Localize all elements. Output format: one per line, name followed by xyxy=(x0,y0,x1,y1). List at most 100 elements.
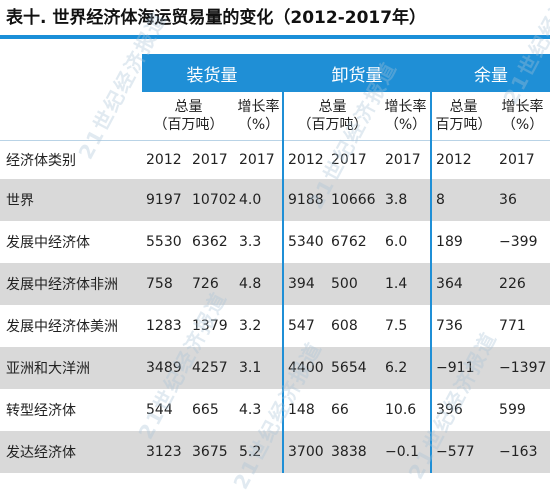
value-cell: 599 xyxy=(499,402,526,418)
row-label: 发展中经济体美洲 xyxy=(6,319,118,335)
corner-cell-2 xyxy=(0,92,142,141)
value-cell: 3123 xyxy=(142,431,188,473)
value-cell: 736 xyxy=(436,318,463,334)
value-cell: 5530 xyxy=(146,234,182,250)
value-cell: −0.1 xyxy=(381,431,433,473)
table-row: 世界 9197 10702 4.0 9188 10666 3.8 8 36 xyxy=(0,179,550,221)
value-cell: 9197 xyxy=(142,179,188,221)
value-cell: 8 xyxy=(431,179,496,221)
value-cell: −1397 xyxy=(495,347,550,389)
sub-balance-total: 总量 百万吨） xyxy=(431,92,496,141)
year-cell: 2017 xyxy=(331,152,367,168)
sub-label-line2: （百万吨） xyxy=(297,117,368,133)
value-cell: −399 xyxy=(499,234,538,250)
value-cell: 189 xyxy=(436,234,463,250)
value-cell: 6.2 xyxy=(381,347,433,389)
value-cell: 4.3 xyxy=(235,389,285,431)
value-cell: −911 xyxy=(431,347,496,389)
group-balance: 余量 xyxy=(431,54,550,92)
value-cell: 5340 xyxy=(288,234,324,250)
year-cell: 2012 xyxy=(288,152,324,168)
value-cell: 6762 xyxy=(331,234,367,250)
value-cell: 3.8 xyxy=(381,179,433,221)
value-cell: 3.1 xyxy=(235,347,285,389)
value-cell: 771 xyxy=(499,318,526,334)
year-cell: 2017 xyxy=(235,140,285,179)
value-cell: −577 xyxy=(431,431,496,473)
value-cell: 500 xyxy=(327,263,382,305)
sub-label-line2: （%） xyxy=(384,117,427,133)
year-cell: 2012 xyxy=(436,152,472,168)
value-cell: 396 xyxy=(436,402,463,418)
table-title: 表十. 世界经济体海运贸易量的变化（2012-2017年） xyxy=(6,8,427,28)
value-cell: 66 xyxy=(331,402,349,418)
value-cell: 10.6 xyxy=(381,389,433,431)
sub-label-line1: 增长率 xyxy=(384,99,427,115)
group-header-row: 装货量 卸货量 余量 xyxy=(0,54,550,92)
table-row: 亚洲和大洋洲 3489 4257 3.1 4400 5654 6.2 −911 −1397 xyxy=(0,347,550,389)
value-cell: 1283 xyxy=(146,318,182,334)
value-cell: 4257 xyxy=(188,347,235,389)
value-cell: 1379 xyxy=(192,318,228,334)
value-cell: 608 xyxy=(331,318,358,334)
sub-label-line2: （%） xyxy=(237,117,280,133)
sub-label-line1: 总量 xyxy=(449,99,478,115)
value-cell: 10702 xyxy=(188,179,237,221)
year-cell: 2012 xyxy=(146,152,182,168)
value-cell: 148 xyxy=(288,402,315,418)
value-cell: 665 xyxy=(192,402,219,418)
table-body: 世界 9197 10702 4.0 9188 10666 3.8 8 36 发展中经济体 5530 6… xyxy=(0,179,550,473)
value-cell: 10666 xyxy=(327,179,382,221)
row-header-label: 经济体类别 xyxy=(6,153,76,169)
group-loading: 装货量 xyxy=(142,54,285,92)
value-cell: 3838 xyxy=(327,431,382,473)
table-row: 转型经济体 544 665 4.3 148 66 10.6 396 599 xyxy=(0,389,550,431)
sub-label-line1: 总量 xyxy=(318,99,347,115)
value-cell: 394 xyxy=(283,263,328,305)
value-cell: 5654 xyxy=(327,347,382,389)
value-cell: 3675 xyxy=(188,431,235,473)
value-cell: 3.3 xyxy=(235,221,285,263)
sub-label-line2: 百万吨） xyxy=(435,117,492,133)
row-label: 发展中经济体非洲 xyxy=(0,263,142,305)
value-cell: 544 xyxy=(146,402,173,418)
value-cell: 758 xyxy=(142,263,188,305)
value-cell: 3.2 xyxy=(235,305,285,347)
table-row: 发展中经济体非洲 758 726 4.8 394 500 1.4 364 226 xyxy=(0,263,550,305)
row-label: 世界 xyxy=(0,179,142,221)
trade-volume-table: 装货量 卸货量 余量 总量 （百万吨） 增长率 （%） 总量 （百万吨） xyxy=(0,54,550,473)
value-cell: 726 xyxy=(188,263,235,305)
row-label: 发展中经济体 xyxy=(6,235,90,251)
sub-label-line2: （%） xyxy=(501,117,544,133)
value-cell: 6362 xyxy=(192,234,228,250)
table-row: 发展中经济体美洲 1283 1379 3.2 547 608 7.5 736 771 xyxy=(0,305,550,347)
value-cell: 7.5 xyxy=(381,305,433,347)
table-row: 发达经济体 3123 3675 5.2 3700 3838 −0.1 −577 −163 xyxy=(0,431,550,473)
year-cell: 2017 xyxy=(381,140,433,179)
row-label: 转型经济体 xyxy=(6,403,76,419)
value-cell: 4400 xyxy=(283,347,328,389)
sub-unloading-total: 总量 （百万吨） xyxy=(283,92,382,141)
sub-loading-total: 总量 （百万吨） xyxy=(142,92,235,141)
value-cell: 6.0 xyxy=(381,221,433,263)
value-cell: 1.4 xyxy=(381,263,433,305)
title-underline xyxy=(0,35,550,39)
year-cell: 2017 xyxy=(499,152,535,168)
sub-label-line1: 增长率 xyxy=(237,99,280,115)
value-cell: 3489 xyxy=(142,347,188,389)
sub-label-line1: 增长率 xyxy=(501,99,544,115)
value-cell: 4.0 xyxy=(235,179,285,221)
value-cell: 364 xyxy=(431,263,496,305)
sub-loading-growth: 增长率 （%） xyxy=(235,92,285,141)
sub-label-line2: （百万吨） xyxy=(153,117,224,133)
value-cell: 5.2 xyxy=(235,431,285,473)
sub-balance-growth: 增长率 （%） xyxy=(495,92,550,141)
value-cell: 547 xyxy=(288,318,315,334)
sub-header-row: 总量 （百万吨） 增长率 （%） 总量 （百万吨） 增长率 （%） 总量 百 xyxy=(0,92,550,141)
sub-unloading-growth: 增长率 （%） xyxy=(381,92,433,141)
row-label: 发达经济体 xyxy=(0,431,142,473)
value-cell: −163 xyxy=(495,431,550,473)
value-cell: 9188 xyxy=(283,179,328,221)
value-cell: 3700 xyxy=(283,431,328,473)
